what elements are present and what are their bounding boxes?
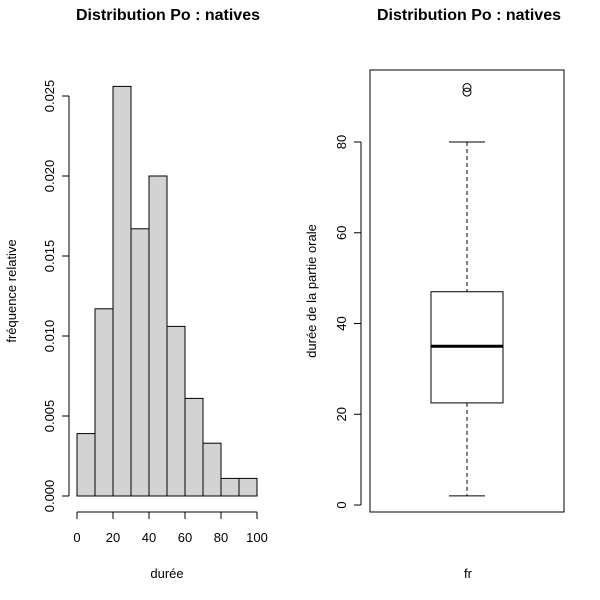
histogram-x-axis: 0 20 40 60 80 100: [73, 511, 268, 545]
histogram-y-tick-label-5: 0.025: [42, 80, 57, 113]
boxplot-plot-frame: [369, 69, 565, 513]
histogram-x-tick-label-2: 40: [142, 530, 156, 545]
boxplot-y-tick-label-1: 20: [334, 407, 349, 421]
histogram-bar-8: [220, 477, 240, 497]
histogram-y-tick-label-4: 0.020: [42, 160, 57, 193]
boxplot-y-axis-label: durée de la partie orale: [304, 224, 319, 358]
boxplot-marks: [430, 83, 504, 497]
boxplot-y-tick-label-0: 0: [334, 501, 349, 508]
histogram-bar-4: [148, 175, 168, 497]
histogram-bar-6: [184, 397, 204, 497]
boxplot-chart: Distribution Po : natives 0 20 40 60 80 fr d…: [304, 7, 565, 581]
boxplot-y-axis: 0 20 40 60 80: [334, 135, 362, 509]
histogram-bar-0: [76, 433, 96, 497]
histogram-y-axis-label: fréquence relative: [4, 239, 19, 342]
histogram-x-tick-label-3: 60: [178, 530, 192, 545]
histogram-bar-2: [112, 85, 132, 497]
boxplot-y-tick-label-3: 60: [334, 226, 349, 240]
histogram-x-tick-label-5: 100: [246, 530, 268, 545]
boxplot-outlier-1: [462, 83, 472, 93]
histogram-x-axis-label: durée: [150, 566, 183, 581]
histogram-bar-1: [94, 308, 114, 497]
histogram-y-tick-label-3: 0.015: [42, 240, 57, 273]
histogram-chart: Distribution Po : natives 0 20 40 60 80 100 0…: [4, 7, 268, 581]
histogram-x-tick-label-1: 20: [106, 530, 120, 545]
boxplot-x-axis-label: fr: [464, 566, 473, 581]
boxplot-outlier-0: [462, 87, 472, 97]
histogram-bar-5: [166, 325, 186, 497]
histogram-x-tick-label-0: 0: [73, 530, 80, 545]
boxplot-title: Distribution Po : natives: [377, 7, 561, 24]
histogram-y-axis: 0.000 0.005 0.010 0.015 0.020 0.025: [42, 80, 70, 513]
histogram-bar-7: [202, 442, 222, 497]
histogram-bars: [76, 85, 258, 497]
histogram-bar-3: [130, 228, 150, 497]
histogram-x-tick-label-4: 80: [214, 530, 228, 545]
histogram-y-tick-label-1: 0.005: [42, 400, 57, 433]
histogram-y-tick-label-0: 0.000: [42, 480, 57, 513]
histogram-bar-9: [238, 477, 258, 497]
histogram-y-tick-label-2: 0.010: [42, 320, 57, 353]
boxplot-y-tick-label-4: 80: [334, 135, 349, 149]
histogram-title: Distribution Po : natives: [76, 7, 260, 24]
boxplot-y-tick-label-2: 40: [334, 316, 349, 330]
